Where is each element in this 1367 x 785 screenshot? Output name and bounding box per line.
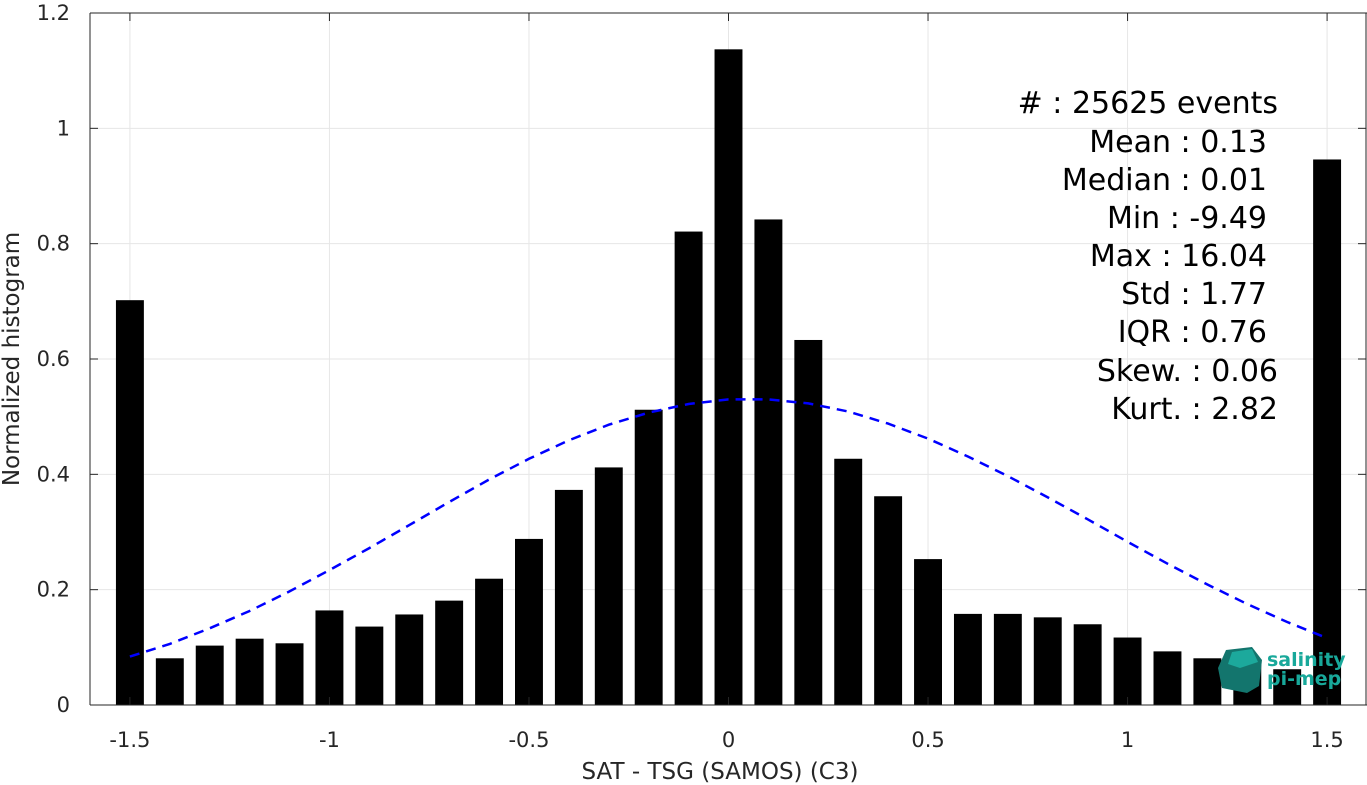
fit-curve-line	[129, 398, 1328, 658]
stat-mean: Mean : 0.13	[1089, 125, 1267, 160]
stat-count: # : 25625 events	[1018, 86, 1278, 121]
stat-min: Min : -9.49	[1107, 201, 1267, 236]
histogram-bar	[834, 458, 863, 705]
stat-kurt: Kurt. : 2.82	[1111, 392, 1278, 427]
y-tick-label: 0.6	[37, 347, 70, 371]
y-tick-label: 0.8	[37, 232, 70, 256]
x-tick-label: 1	[1121, 728, 1134, 752]
histogram-bar	[1193, 658, 1222, 705]
logo-line1: salinity	[1267, 649, 1346, 671]
y-tick-label: 0.4	[37, 462, 70, 486]
histogram-bar	[275, 643, 304, 705]
histogram-bar	[315, 610, 344, 705]
x-tick-label: -1.5	[109, 728, 150, 752]
tick-labels: -1.5 -1 -0.5 0 0.5 1 1.5 0 0.2 0.4 0.6 0.8 1 1.2	[37, 1, 1344, 752]
histogram-bar	[714, 49, 743, 705]
histogram-bar	[115, 300, 144, 705]
histogram-bar	[1073, 624, 1102, 705]
y-tick-label: 0.2	[37, 578, 70, 602]
stat-median: Median : 0.01	[1062, 163, 1267, 198]
stat-std: Std : 1.77	[1121, 277, 1267, 312]
logo-line2: pi-mep	[1267, 668, 1341, 690]
stat-skew: Skew. : 0.06	[1097, 354, 1278, 389]
histogram-bar	[993, 613, 1022, 705]
histogram-bar	[155, 658, 184, 705]
histogram-bar	[914, 559, 942, 705]
histogram-bar	[1273, 669, 1302, 705]
histogram-bar	[235, 638, 264, 705]
logo-emblem-highlight-icon	[1228, 649, 1258, 668]
histogram-bar	[594, 467, 623, 705]
histogram-bar	[554, 489, 583, 705]
histogram-bar	[395, 614, 424, 705]
x-tick-label: -1	[319, 728, 340, 752]
histogram-bar	[874, 496, 903, 705]
y-tick-label: 1.2	[37, 1, 70, 25]
stat-iqr: IQR : 0.76	[1118, 315, 1267, 350]
histogram-bar	[1033, 617, 1062, 705]
x-tick-label: -0.5	[508, 728, 549, 752]
histogram-bar	[1313, 159, 1342, 705]
histogram-bars	[115, 49, 1342, 706]
x-tick-label: 0.5	[911, 728, 944, 752]
histogram-bar	[674, 231, 703, 705]
stat-max: Max : 16.04	[1090, 239, 1267, 274]
y-axis-label: Normalized histogram	[0, 232, 25, 486]
x-tick-label: 1.5	[1310, 728, 1343, 752]
y-tick-label: 0	[57, 693, 70, 717]
histogram-bar	[475, 578, 504, 705]
axes	[89, 12, 1367, 706]
histogram-bar	[953, 613, 982, 705]
x-tick-label: 0	[722, 728, 735, 752]
histogram-bar	[794, 339, 823, 705]
salinity-pimep-logo: salinity pi-mep	[1218, 647, 1346, 693]
x-axis-label: SAT - TSG (SAMOS) (C3)	[582, 759, 859, 785]
histogram-bar	[515, 538, 543, 705]
statistics-annotation: # : 25625 events Mean : 0.13 Median : 0.…	[1018, 86, 1278, 427]
histogram-bar	[1113, 637, 1142, 705]
histogram-bar	[1153, 651, 1182, 705]
histogram-bar	[355, 626, 384, 705]
histogram-bar	[195, 645, 224, 705]
histogram-bar	[435, 600, 464, 705]
histogram-bar	[754, 219, 783, 706]
histogram-bar	[634, 409, 663, 705]
normal-fit-curve	[129, 398, 1328, 658]
y-tick-label: 1	[57, 116, 70, 140]
